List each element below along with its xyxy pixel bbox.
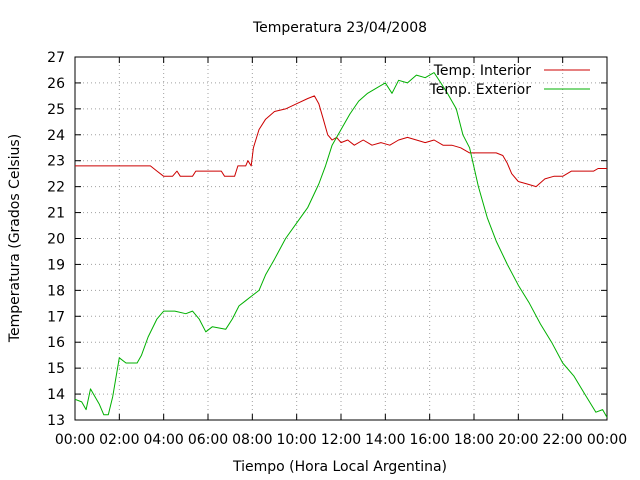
x-tick-label: 18:00 [454, 432, 494, 448]
x-tick-label: 22:00 [542, 432, 582, 448]
y-tick-label: 14 [47, 387, 65, 403]
series-lines [74, 72, 608, 418]
y-tick-label: 20 [47, 232, 65, 248]
x-tick-label: 00:00 [587, 432, 627, 448]
legend-label: Temp. Exterior [429, 82, 532, 98]
x-tick-label: 04:00 [143, 432, 183, 448]
legend: Temp. Interior Temp. Exterior [429, 63, 590, 98]
x-tick-label: 02:00 [99, 432, 139, 448]
y-tick-label: 22 [47, 180, 65, 196]
y-axis-label: Temperatura (Grados Celsius) [7, 134, 23, 343]
y-tick-label: 21 [47, 206, 65, 222]
x-tick-label: 12:00 [321, 432, 361, 448]
y-tick-label: 15 [47, 361, 65, 377]
y-tick-label: 16 [47, 335, 65, 351]
x-tick-label: 14:00 [365, 432, 405, 448]
legend-label: Temp. Interior [433, 63, 532, 79]
y-tick-label: 23 [47, 154, 65, 170]
x-tick-label: 16:00 [409, 432, 449, 448]
x-tick-label: 00:00 [55, 432, 95, 448]
x-tick-label: 10:00 [276, 432, 316, 448]
y-tick-label: 25 [47, 102, 65, 118]
y-tick-label: 24 [47, 128, 65, 144]
chart-title: Temperatura 23/04/2008 [252, 20, 427, 36]
y-tick-label: 17 [47, 309, 65, 325]
y-tick-label: 26 [47, 76, 65, 92]
y-tick-label: 27 [47, 50, 65, 66]
series-line-exterior [74, 72, 608, 418]
gridlines [75, 57, 607, 420]
y-tick-label: 13 [47, 413, 65, 429]
series-line-interior [75, 95, 607, 188]
y-axis: 13 14 15 16 17 18 19 20 21 22 23 24 25 26 27 [47, 50, 607, 429]
y-tick-label: 18 [47, 283, 65, 299]
x-axis: 00:00 02:00 04:00 06:00 08:00 10:00 12:00 14:00… [55, 57, 627, 448]
y-tick-label: 19 [47, 257, 65, 273]
x-axis-label: Tiempo (Hora Local Argentina) [232, 459, 447, 475]
x-tick-label: 20:00 [498, 432, 538, 448]
x-tick-label: 08:00 [232, 432, 272, 448]
x-tick-label: 06:00 [188, 432, 228, 448]
